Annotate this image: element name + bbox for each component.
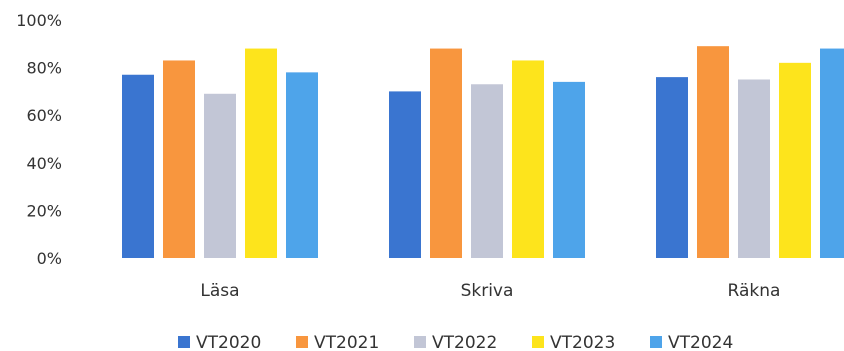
y-tick-label: 0%: [37, 249, 62, 268]
legend-swatch: [296, 336, 308, 348]
legend-label: VT2020: [196, 333, 261, 351]
x-axis: Läsa Skriva Räkna: [200, 281, 780, 301]
legend-label: VT2021: [314, 333, 379, 351]
legend-swatch: [178, 336, 190, 348]
bar-vt2024-1: [286, 72, 318, 258]
bar-vt2022-3: [738, 79, 770, 258]
y-tick-label: 60%: [26, 106, 62, 125]
bar-vt2022-1: [204, 93, 236, 258]
legend-label: VT2023: [550, 333, 615, 351]
bars: [122, 46, 844, 259]
bar-vt2024-2: [553, 81, 585, 258]
category-label: Läsa: [200, 281, 239, 301]
y-axis: 0% 20% 40% 60% 80% 100%: [16, 11, 62, 268]
bar-vt2023-1: [245, 48, 277, 259]
y-tick-label: 20%: [26, 201, 62, 220]
legend-swatch: [650, 336, 662, 348]
legend-label: VT2022: [432, 333, 497, 351]
bar-vt2022-2: [471, 84, 503, 258]
y-tick-label: 100%: [16, 11, 62, 30]
category-label: Räkna: [728, 281, 781, 301]
y-tick-label: 80%: [26, 59, 62, 78]
legend-swatch: [414, 336, 426, 348]
bar-vt2020-1: [122, 74, 154, 259]
bar-vt2020-2: [389, 91, 421, 259]
bar-vt2020-3: [656, 77, 688, 259]
bar-vt2024-3: [820, 48, 844, 259]
y-tick-label: 40%: [26, 154, 62, 173]
legend: VT2020 VT2021 VT2022 VT2023 VT2024: [178, 333, 733, 351]
bar-vt2021-2: [430, 48, 462, 259]
legend-swatch: [532, 336, 544, 348]
bar-vt2023-3: [779, 62, 811, 259]
bar-vt2021-3: [697, 46, 729, 259]
bar-vt2021-1: [163, 60, 195, 259]
bar-vt2023-2: [512, 60, 544, 259]
category-label: Skriva: [461, 281, 514, 301]
legend-label: VT2024: [668, 333, 733, 351]
